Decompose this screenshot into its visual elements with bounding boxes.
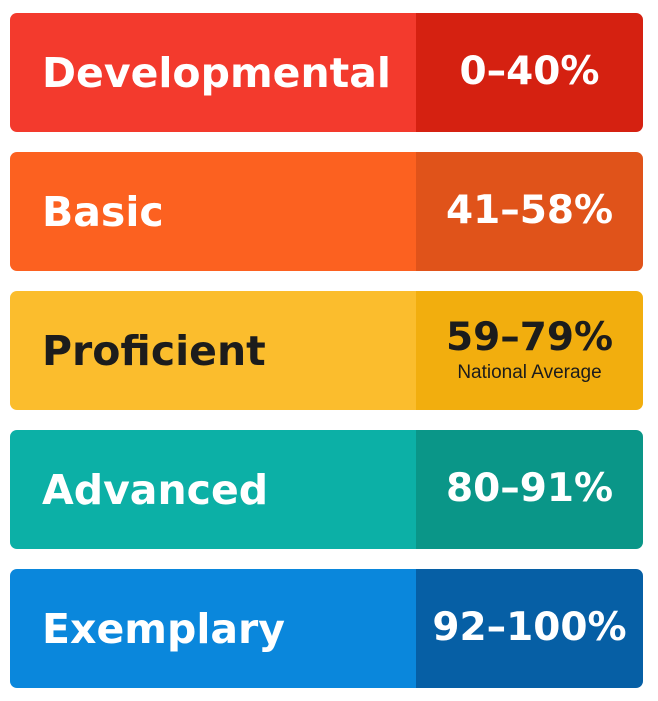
band-label: Developmental xyxy=(10,13,416,132)
band-range-cell: 80–91% xyxy=(416,430,643,549)
band-range: 41–58% xyxy=(445,188,614,234)
band-proficient: Proficient 59–79% National Average xyxy=(10,291,643,410)
band-range: 0–40% xyxy=(459,49,600,95)
band-developmental: Developmental 0–40% xyxy=(10,13,643,132)
national-average-note: National Average xyxy=(457,362,602,384)
band-range: 59–79% xyxy=(445,315,614,361)
band-range: 92–100% xyxy=(432,605,627,651)
band-range-cell: 0–40% xyxy=(416,13,643,132)
band-exemplary: Exemplary 92–100% xyxy=(10,569,643,688)
band-label: Proficient xyxy=(10,291,416,410)
band-range-cell: 59–79% National Average xyxy=(416,291,643,410)
band-advanced: Advanced 80–91% xyxy=(10,430,643,549)
band-label: Advanced xyxy=(10,430,416,549)
band-basic: Basic 41–58% xyxy=(10,152,643,271)
band-label: Exemplary xyxy=(10,569,416,688)
band-range-cell: 41–58% xyxy=(416,152,643,271)
band-range: 80–91% xyxy=(445,466,614,512)
band-range-cell: 92–100% xyxy=(416,569,643,688)
band-label: Basic xyxy=(10,152,416,271)
